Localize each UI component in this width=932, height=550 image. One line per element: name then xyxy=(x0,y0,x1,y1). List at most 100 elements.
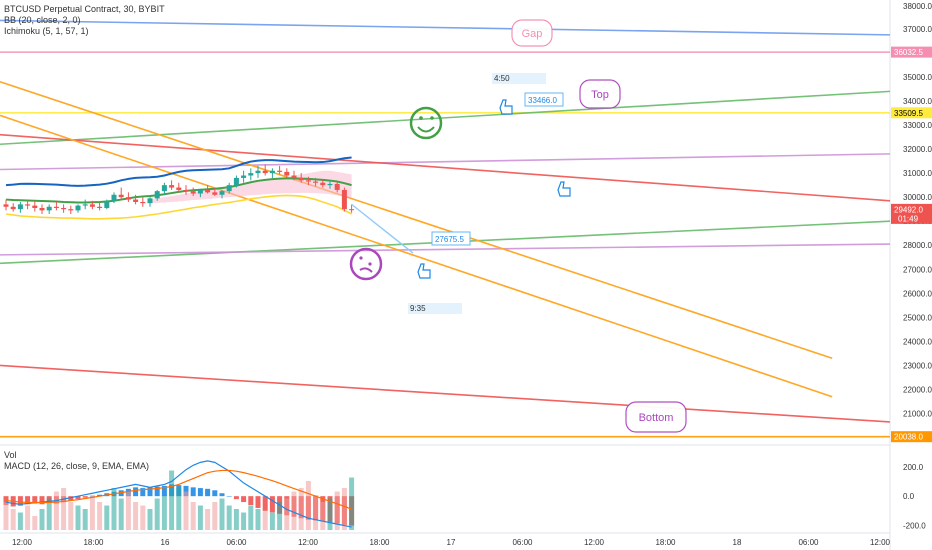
macd-histogram-bar xyxy=(154,486,160,497)
volume-bar xyxy=(154,498,160,530)
macd-histogram-bar xyxy=(17,496,23,506)
candle-body xyxy=(140,201,146,204)
volume-bar xyxy=(17,512,23,530)
time-tick-label: 12:00 xyxy=(870,538,891,547)
projection-arrow xyxy=(351,203,414,254)
candle-body xyxy=(154,191,160,199)
price-tick-label: 24000.0 xyxy=(903,337,932,346)
time-low-label: 9:35 xyxy=(410,304,426,313)
macd-histogram-bar xyxy=(147,487,153,497)
time-tick-label: 12:00 xyxy=(584,538,605,547)
price-tick-label: 26000.0 xyxy=(903,289,932,298)
macd-histogram-bar xyxy=(161,485,167,497)
price-tick-label: 34000.0 xyxy=(903,97,932,106)
macd-tick-label: -200.0 xyxy=(903,522,926,531)
time-tick-label: 16 xyxy=(161,538,170,547)
candle-body xyxy=(104,200,110,208)
macd-histogram-bar xyxy=(75,496,81,500)
time-high-box xyxy=(492,73,546,84)
bb-lower-line xyxy=(5,194,352,220)
macd-histogram-bar xyxy=(97,494,103,497)
candle-body xyxy=(183,189,189,192)
volume-bar xyxy=(176,488,182,530)
candle-body xyxy=(3,204,9,207)
candle-body xyxy=(68,209,74,211)
candle-body xyxy=(125,197,131,200)
volume-bar xyxy=(161,495,167,530)
candle-body xyxy=(205,189,211,193)
volume-bar xyxy=(190,502,196,530)
top-callout-text: Top xyxy=(591,89,609,101)
volume-bar xyxy=(3,502,9,530)
macd-histogram-bar xyxy=(226,496,232,497)
macd-histogram-bar xyxy=(140,488,146,497)
volume-bar xyxy=(262,510,268,530)
top-callout-bubble xyxy=(579,79,621,109)
trendline-violet-lower xyxy=(0,243,891,256)
candle-body xyxy=(176,187,182,190)
macd-histogram-bar xyxy=(255,496,261,508)
trendline-red-lower xyxy=(0,364,891,423)
candle-body xyxy=(10,206,16,210)
candle-body xyxy=(97,206,103,208)
time-low-box xyxy=(408,303,462,314)
volume-bar xyxy=(10,509,16,530)
volume-bar xyxy=(327,498,333,530)
volume-bar xyxy=(183,491,189,530)
macd-histogram-bar xyxy=(183,485,189,497)
volume-bar xyxy=(46,498,52,530)
volume-bar xyxy=(197,505,203,530)
price-low-label: 27675.5 xyxy=(435,235,464,244)
symbol-label: BTCUSD Perpetual Contract, 30, BYBIT xyxy=(4,4,165,14)
candle-body xyxy=(262,170,268,174)
candle-body xyxy=(298,177,304,181)
volume-bar xyxy=(118,498,124,530)
volume-bar xyxy=(241,512,247,530)
candle-body xyxy=(46,206,52,211)
time-tick-label: 12:00 xyxy=(12,538,33,547)
candle-body xyxy=(241,175,247,178)
volume-bar xyxy=(305,481,311,530)
volume-bar xyxy=(53,491,59,530)
volume-bar xyxy=(349,477,355,530)
candle-body xyxy=(17,204,23,210)
volume-bar xyxy=(313,495,319,530)
price-tick-label: 31000.0 xyxy=(903,169,932,178)
macd-histogram-bar xyxy=(248,496,254,505)
macd-label: MACD (12, 26, close, 9, EMA, EMA) xyxy=(4,461,150,471)
volume-bar xyxy=(233,509,239,530)
candle-body xyxy=(305,180,311,182)
candle-body xyxy=(197,189,203,194)
price-tag-label: 20038.0 xyxy=(894,433,923,442)
macd-histogram-bar xyxy=(190,487,196,497)
macd-histogram-bar xyxy=(262,496,268,511)
candle-body xyxy=(39,207,45,211)
macd-histogram-bar xyxy=(205,488,211,497)
macd-tick-label: 200.0 xyxy=(903,463,924,472)
price-tag xyxy=(891,203,932,224)
price-tag xyxy=(891,431,932,443)
time-tick-label: 18 xyxy=(733,538,742,547)
volume-bar xyxy=(226,505,232,530)
candle-body xyxy=(53,206,59,208)
price-tick-label: 22000.0 xyxy=(903,386,932,395)
macd-histogram-bar xyxy=(197,488,203,497)
price-tick-label: 33000.0 xyxy=(903,121,932,130)
volume-bar xyxy=(284,498,290,530)
price-tick-label: 35000.0 xyxy=(903,73,932,82)
signal-line xyxy=(5,469,352,510)
time-tick-label: 12:00 xyxy=(298,538,319,547)
time-tick-label: 18:00 xyxy=(655,538,676,547)
price-tick-label: 30000.0 xyxy=(903,193,932,202)
volume-bar xyxy=(255,509,261,530)
volume-bar xyxy=(334,491,340,530)
volume-bar xyxy=(248,505,254,530)
time-tick-label: 06:00 xyxy=(512,538,533,547)
candle-body xyxy=(61,207,67,210)
price-tick-label: 38000.0 xyxy=(903,2,932,11)
bb-upper-line xyxy=(5,156,352,187)
candle-body xyxy=(233,177,239,186)
candle-body xyxy=(248,173,254,176)
trendline-blue xyxy=(0,19,891,36)
